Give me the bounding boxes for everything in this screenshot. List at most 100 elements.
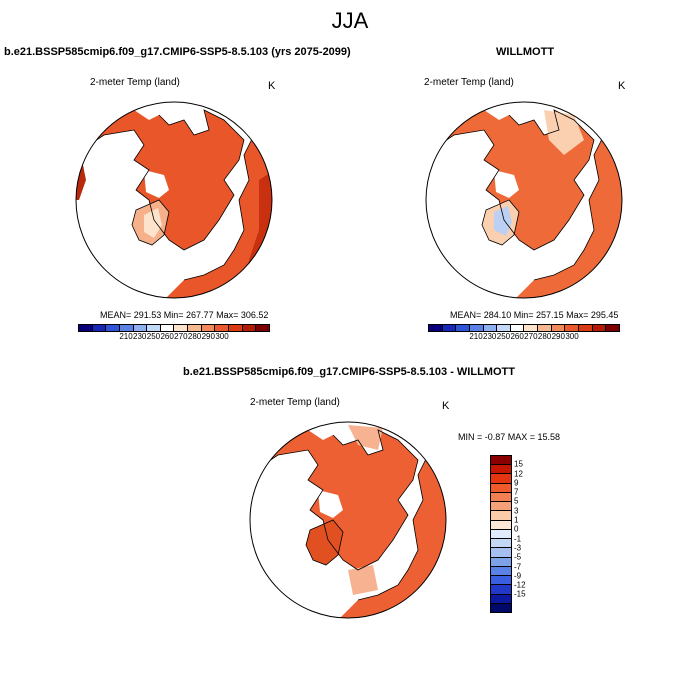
diff-land-east <box>338 450 446 618</box>
colorbar-swatch <box>429 325 443 331</box>
model-greenland-coast <box>131 199 170 246</box>
obs-north-pale <box>544 110 584 155</box>
colorbar-swatch <box>469 325 484 331</box>
colorbar-swatch <box>491 603 511 612</box>
colorbar-tick-label: 210 <box>469 332 483 341</box>
colorbar-tick-label: -3 <box>514 543 522 553</box>
colorbar-tick-label: 260 <box>510 332 524 341</box>
colorbar-tick-label: 230 <box>133 332 147 341</box>
diff-pale-south <box>348 565 378 595</box>
colorbar-swatch <box>483 325 498 331</box>
colorbar-swatch <box>491 465 511 475</box>
colorbar-swatch <box>201 325 216 331</box>
colorbar-swatch <box>442 325 457 331</box>
colorbar-tick-label: 280 <box>187 332 202 341</box>
colorbar-swatch <box>92 325 107 331</box>
colorbar-swatch <box>497 325 511 331</box>
colorbar-swatch <box>491 585 511 595</box>
colorbar-tick-label: 250 <box>146 332 161 341</box>
model-arctic-islands <box>144 170 169 198</box>
colorbar-swatch <box>491 520 511 530</box>
colorbar-tick-label: 210 <box>119 332 133 341</box>
colorbar-tick-label: -15 <box>514 589 526 599</box>
model-colorbar: 210 230 250 260 270 280 290 300 <box>78 324 270 342</box>
colorbar-tick-label: 12 <box>514 469 523 479</box>
obs-case-title: WILLMOTT <box>496 46 555 58</box>
model-units-label: K <box>268 80 276 92</box>
colorbar-swatch <box>565 325 580 331</box>
colorbar-swatch <box>491 474 511 484</box>
colorbar-swatch <box>491 548 511 558</box>
colorbar-tick-label: 1 <box>514 515 519 525</box>
colorbar-swatch <box>256 325 269 331</box>
colorbar-swatch <box>174 325 189 331</box>
obs-polar-map <box>425 101 623 299</box>
colorbar-tick-label: 230 <box>483 332 497 341</box>
colorbar-swatch <box>147 325 161 331</box>
colorbar-tick-label: -9 <box>514 571 522 581</box>
diff-variable-label: 2-meter Temp (land) <box>250 397 340 408</box>
model-greenland-center <box>144 208 162 238</box>
colorbar-swatch <box>491 557 511 567</box>
obs-colorbar: 210 230 250 260 270 280 290 300 <box>428 324 620 342</box>
colorbar-swatch <box>491 539 511 549</box>
colorbar-tick-label: 0 <box>514 524 519 534</box>
colorbar-swatch <box>606 325 619 331</box>
colorbar-swatch <box>551 325 566 331</box>
obs-arctic-islands <box>494 170 519 198</box>
model-coast-east <box>183 134 255 281</box>
colorbar-tick-label: -5 <box>514 552 522 562</box>
diff-coast-east <box>357 454 429 601</box>
obs-coastline <box>426 109 595 251</box>
colorbar-tick-label: 250 <box>496 332 511 341</box>
diff-colorbar <box>490 455 512 613</box>
colorbar-tick-label: -12 <box>514 580 526 590</box>
colorbar-tick-label: 280 <box>537 332 552 341</box>
colorbar-swatch <box>229 325 243 331</box>
diff-greenland-coast <box>305 519 344 566</box>
obs-variable-label: 2-meter Temp (land) <box>424 77 514 88</box>
model-coastline <box>76 109 245 251</box>
model-variable-label: 2-meter Temp (land) <box>90 77 180 88</box>
colorbar-tick-label: 9 <box>514 478 519 488</box>
model-case-title: b.e21.BSSP585cmip6.f09_g17.CMIP6-SSP5-8.… <box>4 46 351 58</box>
colorbar-swatch <box>592 325 607 331</box>
diff-colorbar-labels: 15 12 9 7 5 3 1 0 -1 -3 -5 -7 -9 -12 -15 <box>514 455 544 613</box>
diff-greenland <box>306 520 343 565</box>
colorbar-tick-label: 260 <box>160 332 174 341</box>
colorbar-swatch <box>491 511 511 521</box>
colorbar-tick-label: 290 <box>551 332 565 341</box>
colorbar-swatch <box>188 325 202 331</box>
diff-coastline <box>250 429 419 571</box>
colorbar-swatch <box>538 325 552 331</box>
colorbar-swatch <box>160 325 175 331</box>
colorbar-swatch <box>579 325 593 331</box>
colorbar-swatch <box>79 325 93 331</box>
diff-pale-north <box>348 425 383 450</box>
figure-title: JJA <box>331 8 369 33</box>
colorbar-swatch <box>491 492 511 503</box>
colorbar-tick-label: 15 <box>514 459 523 469</box>
colorbar-tick-label: -1 <box>514 534 522 544</box>
diff-polar-map <box>249 421 447 619</box>
colorbar-swatch <box>119 325 134 331</box>
colorbar-tick-label: 290 <box>201 332 215 341</box>
diff-case-title: b.e21.BSSP585cmip6.f09_g17.CMIP6-SSP5-8.… <box>183 366 515 378</box>
colorbar-tick-label: 7 <box>514 487 519 497</box>
colorbar-swatch <box>491 529 511 540</box>
colorbar-tick-label: 5 <box>514 496 519 506</box>
diff-units-label: K <box>442 400 450 412</box>
colorbar-tick-label: 270 <box>174 332 188 341</box>
colorbar-swatch <box>491 594 511 604</box>
colorbar-swatch <box>524 325 539 331</box>
diff-stats: MIN = -0.87 MAX = 15.58 <box>458 432 561 442</box>
obs-greenland-cold <box>494 206 512 236</box>
colorbar-swatch <box>133 325 148 331</box>
colorbar-swatch <box>491 502 511 512</box>
diff-arctic-islands <box>318 490 343 518</box>
colorbar-tick-label: 300 <box>215 332 229 341</box>
colorbar-swatch <box>491 456 511 466</box>
colorbar-tick-label: -7 <box>514 562 522 572</box>
colorbar-tick-label: 300 <box>565 332 579 341</box>
colorbar-swatch <box>491 483 511 493</box>
